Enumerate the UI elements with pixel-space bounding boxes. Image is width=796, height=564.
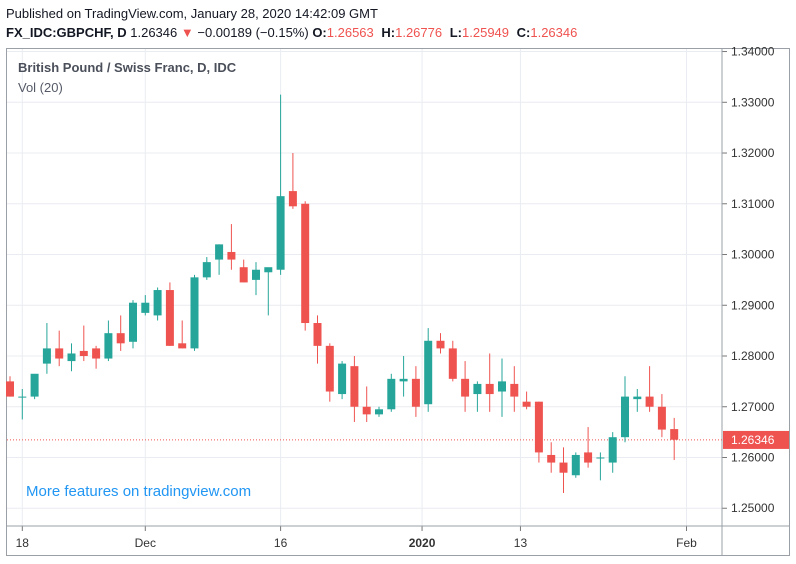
- chart-frame: [6, 48, 790, 556]
- y-tick-label: 1.28000: [731, 349, 775, 363]
- high-value: 1.26776: [395, 25, 443, 40]
- high-label: H:: [381, 25, 396, 40]
- chart-title: British Pound / Swiss Franc, D, IDC: [18, 60, 237, 75]
- candle-body: [264, 267, 273, 273]
- candle-body: [498, 381, 506, 392]
- candle-body: [436, 340, 445, 349]
- y-tick-label: 1.27000: [731, 400, 775, 414]
- candle-body: [313, 323, 322, 346]
- promo-link[interactable]: More features on tradingview.com: [26, 483, 252, 500]
- price-change: −0.00189 (−0.15%): [197, 25, 309, 40]
- candle-body: [79, 350, 88, 357]
- candle-body: [116, 333, 125, 344]
- candle-body: [559, 462, 568, 473]
- candle-body: [227, 251, 236, 260]
- ohlc-header: FX_IDC:GBPCHF, D 1.26346 ▼ −0.00189 (−0.…: [6, 25, 581, 40]
- volume-legend: Vol (20): [18, 80, 63, 95]
- candle-body: [362, 406, 371, 415]
- candle-body: [92, 348, 101, 359]
- candle-body: [522, 401, 531, 407]
- candle-body: [190, 277, 199, 349]
- close-label: C:: [516, 25, 531, 40]
- candle-body: [104, 333, 113, 359]
- x-tick-label: 18: [16, 536, 30, 550]
- candle-body: [424, 340, 433, 405]
- candle-body: [473, 383, 482, 395]
- y-tick-label: 1.25000: [731, 501, 775, 515]
- current-price-label: 1.26346: [731, 433, 775, 447]
- y-tick-label: 1.29000: [731, 298, 775, 312]
- candle-body: [202, 262, 211, 278]
- x-tick-label: Dec: [135, 536, 156, 550]
- candle-body: [165, 290, 174, 346]
- candle-body: [239, 267, 248, 283]
- candle-body: [411, 378, 420, 407]
- candle-body: [670, 429, 679, 440]
- close-value: 1.26346: [530, 25, 578, 40]
- candle-body: [461, 378, 470, 397]
- candle-body: [67, 353, 76, 362]
- x-tick-label: Feb: [676, 536, 697, 550]
- x-tick-label: 2020: [409, 536, 436, 550]
- candle-body: [301, 203, 310, 324]
- candle-body: [510, 383, 519, 397]
- y-tick-label: 1.32000: [731, 146, 775, 160]
- candle-body: [215, 244, 224, 260]
- candle-body: [55, 348, 64, 359]
- y-tick-label: 1.31000: [731, 197, 775, 211]
- candle-body: [325, 345, 334, 392]
- candle-body: [276, 196, 285, 270]
- candle-body: [547, 454, 556, 463]
- candle-body: [178, 343, 187, 349]
- low-value: 1.25949: [462, 25, 510, 40]
- candle-body: [448, 348, 457, 379]
- candle-body: [596, 457, 605, 459]
- candle-body: [141, 302, 150, 313]
- candle-body: [153, 290, 162, 316]
- candle-body: [338, 363, 347, 395]
- published-line: Published on TradingView.com, January 28…: [6, 6, 378, 21]
- candle-body: [129, 302, 137, 342]
- x-tick-label: 13: [514, 536, 528, 550]
- candle-body: [252, 269, 260, 280]
- candle-body: [350, 366, 359, 407]
- candle-body: [387, 378, 396, 410]
- candle-body: [633, 396, 642, 400]
- candle-body: [288, 191, 297, 207]
- down-arrow-icon: ▼: [180, 25, 194, 40]
- y-tick-label: 1.30000: [731, 248, 775, 262]
- candle-body: [42, 348, 51, 364]
- candle-body: [375, 409, 383, 415]
- y-tick-label: 1.34000: [731, 45, 775, 59]
- y-tick-label: 1.26000: [731, 450, 775, 464]
- candle-body: [657, 406, 666, 430]
- candle-body: [584, 452, 593, 463]
- open-value: 1.26563: [326, 25, 374, 40]
- candle-body: [645, 396, 654, 407]
- candle-body: [608, 437, 617, 463]
- candle-body: [6, 381, 14, 397]
- open-label: O:: [312, 25, 327, 40]
- candle-body: [621, 396, 629, 438]
- candle-body: [18, 396, 27, 398]
- candle-body: [30, 373, 39, 397]
- candle-body: [399, 378, 408, 382]
- current-price-tag: [723, 430, 789, 449]
- y-tick-label: 1.33000: [731, 95, 775, 109]
- symbol-label: FX_IDC:GBPCHF, D: [6, 25, 127, 40]
- x-tick-label: 16: [274, 536, 288, 550]
- last-price: 1.26346: [130, 25, 178, 40]
- candle-body: [571, 454, 580, 476]
- candle-body: [485, 383, 494, 395]
- low-label: L:: [449, 25, 463, 40]
- candle-body: [534, 401, 543, 453]
